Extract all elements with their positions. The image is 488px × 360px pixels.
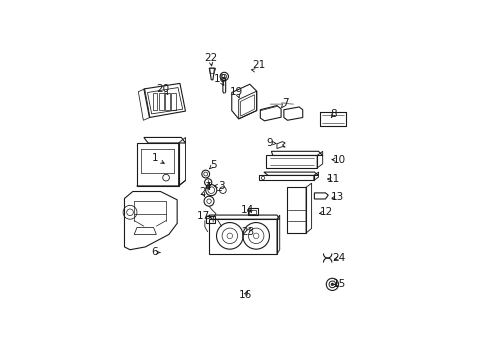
Bar: [165, 93, 169, 110]
Text: 14: 14: [241, 204, 254, 215]
Text: 15: 15: [332, 279, 345, 289]
Text: 12: 12: [320, 207, 333, 217]
Text: 10: 10: [332, 155, 345, 165]
Text: 5: 5: [209, 160, 216, 170]
Bar: [247, 208, 257, 215]
Bar: [171, 93, 175, 110]
Text: 19: 19: [230, 87, 243, 97]
Text: 20: 20: [157, 84, 169, 94]
Text: 23: 23: [241, 227, 254, 237]
Bar: [206, 216, 214, 222]
Text: 3: 3: [218, 181, 224, 191]
Text: 2: 2: [199, 186, 205, 197]
Bar: [249, 210, 256, 214]
Text: 9: 9: [266, 138, 273, 148]
Text: 17: 17: [197, 211, 210, 221]
Text: 18: 18: [213, 74, 226, 84]
Text: 8: 8: [330, 109, 336, 119]
Circle shape: [330, 283, 333, 286]
Text: 11: 11: [326, 174, 340, 184]
Text: 24: 24: [332, 253, 345, 263]
Text: 22: 22: [203, 53, 217, 63]
Bar: [153, 93, 157, 110]
Text: 21: 21: [252, 60, 265, 70]
Text: 13: 13: [331, 192, 344, 202]
Text: 6: 6: [151, 247, 158, 257]
Text: 7: 7: [282, 98, 288, 108]
Text: 16: 16: [238, 291, 251, 301]
Text: 4: 4: [204, 183, 210, 192]
Bar: [159, 93, 163, 110]
Text: 1: 1: [151, 153, 158, 163]
